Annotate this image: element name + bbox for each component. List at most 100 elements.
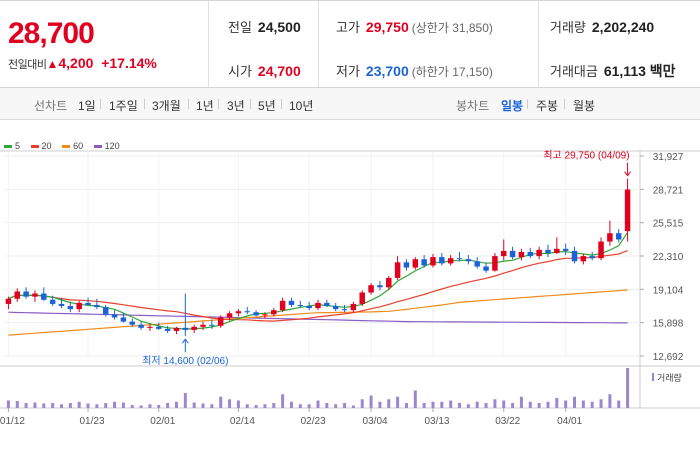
- candle-daily[interactable]: 일봉: [501, 99, 524, 113]
- volume-bar: [599, 399, 603, 408]
- candle-body: [226, 313, 233, 318]
- volume-bar: [573, 396, 577, 408]
- candle-body: [359, 292, 365, 304]
- high-price: 고가 29,750 (상한가 31,850): [336, 19, 493, 35]
- volume-bar: [458, 403, 462, 408]
- volume-bar: [59, 404, 63, 408]
- legend-ma20: 20: [30, 141, 52, 151]
- candle-body: [465, 259, 472, 262]
- candle-body: [394, 262, 401, 278]
- volume-bar: [413, 390, 417, 408]
- candle-body: [421, 259, 427, 266]
- period-3y[interactable]: 3년: [227, 99, 245, 113]
- line-chart-label[interactable]: 선차트: [34, 99, 68, 113]
- separator: [564, 99, 565, 109]
- price-header: 28,700 전일대비▲4,200 +17.14% 전일 24,500 시가 24,…: [0, 0, 700, 88]
- volume-bar: [608, 394, 612, 408]
- y-tick-label: 22,310: [653, 252, 684, 263]
- ma120-line: [8, 311, 628, 324]
- candle-body: [615, 233, 622, 240]
- volume-bar: [590, 401, 594, 408]
- period-10y[interactable]: 10년: [289, 99, 314, 113]
- volume-bar: [334, 404, 338, 408]
- volume-bar: [511, 403, 515, 408]
- volume-bar: [440, 401, 444, 408]
- y-tick-label: 28,721: [653, 185, 684, 196]
- volume-bar: [272, 403, 276, 408]
- candle-body: [262, 314, 268, 316]
- period-1d[interactable]: 1일: [78, 99, 96, 113]
- x-tick-label: 03/04: [363, 416, 388, 427]
- volume-bar: [564, 400, 568, 408]
- candle-body: [138, 324, 144, 328]
- candle-weekly[interactable]: 주봉: [536, 99, 559, 113]
- ma-legend: 5 20 60 120: [4, 141, 128, 151]
- volume-bar: [192, 402, 196, 408]
- candle-body: [501, 250, 507, 257]
- candle-body: [439, 257, 445, 264]
- change-percent: +17.14%: [101, 55, 157, 71]
- separator: [218, 99, 219, 109]
- candle-body: [32, 293, 38, 297]
- volume-bar: [449, 400, 453, 408]
- volume-bar: [422, 403, 426, 408]
- y-tick-label: 12,692: [653, 352, 684, 363]
- divider: [208, 1, 209, 87]
- period-1w[interactable]: 1주일: [109, 99, 138, 113]
- x-tick-label: 04/01: [557, 416, 582, 427]
- candle-body: [129, 321, 135, 325]
- volume-bar: [42, 403, 46, 408]
- candle-body: [5, 298, 12, 304]
- candle-body: [350, 303, 357, 311]
- volume-bar: [183, 393, 187, 408]
- candle-chart-label[interactable]: 봉차트: [456, 99, 490, 113]
- volume-bar: [263, 404, 267, 408]
- candle-body: [474, 261, 480, 267]
- volume-bar: [431, 401, 435, 408]
- separator: [527, 99, 528, 109]
- volume-bar: [166, 403, 170, 408]
- candle-body: [102, 307, 109, 315]
- candle-body: [156, 326, 162, 329]
- volume-bar: [15, 401, 19, 408]
- period-5y[interactable]: 5년: [258, 99, 276, 113]
- volume-legend-swatch: [652, 373, 654, 381]
- volume-bar: [174, 401, 178, 408]
- candle-body: [341, 309, 348, 311]
- volume-bar: [360, 399, 364, 408]
- volume-bar: [289, 401, 293, 408]
- y-tick-label: 15,898: [653, 319, 684, 330]
- period-1y[interactable]: 1년: [196, 99, 214, 113]
- x-tick-label: 02/23: [301, 416, 326, 427]
- candle-body: [580, 256, 587, 262]
- candle-body: [483, 266, 489, 271]
- y-tick-label: 31,927: [653, 152, 684, 163]
- candle-body: [607, 233, 613, 242]
- volume-bar: [254, 405, 258, 408]
- candle-body: [173, 327, 180, 331]
- candle-body: [147, 326, 153, 328]
- candle-body: [14, 291, 21, 299]
- change-label: 전일대비: [8, 59, 47, 71]
- up-triangle-icon: ▲: [46, 57, 59, 71]
- period-3m[interactable]: 3개월: [152, 99, 181, 113]
- volume-bar: [546, 401, 550, 408]
- x-tick-label: 02/01: [150, 416, 175, 427]
- volume-bar: [121, 402, 125, 408]
- volume-bar: [626, 368, 630, 408]
- volume-bar: [528, 401, 532, 408]
- candle-body: [41, 293, 47, 300]
- volume-bar: [236, 400, 240, 408]
- candle-body: [368, 285, 374, 293]
- volume-bar: [378, 401, 382, 408]
- divider: [538, 1, 539, 87]
- candle-body: [315, 302, 321, 309]
- change-row: 전일대비▲4,200 +17.14%: [8, 55, 157, 72]
- ma20-line: [8, 250, 628, 322]
- separator: [188, 99, 189, 109]
- current-price-box: 28,700 전일대비▲4,200 +17.14%: [0, 1, 208, 87]
- candle-body: [297, 304, 304, 307]
- volume-bar: [325, 403, 329, 408]
- candle-body: [536, 249, 542, 257]
- candle-monthly[interactable]: 월봉: [573, 99, 596, 113]
